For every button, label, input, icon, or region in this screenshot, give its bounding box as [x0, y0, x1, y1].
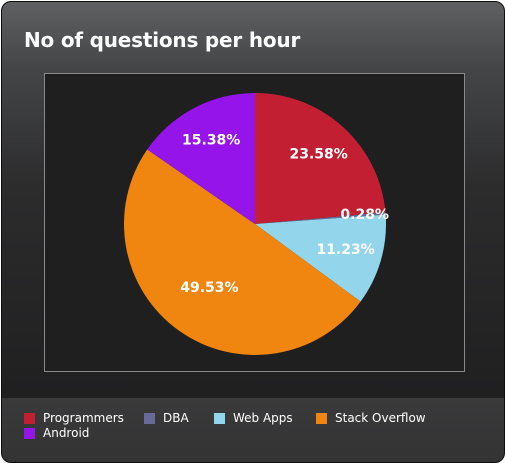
legend-swatch-web-apps — [214, 412, 225, 424]
legend-item-android[interactable]: Android — [24, 426, 89, 440]
slice-label-android: 15.38% — [182, 132, 240, 148]
legend: Programmers DBA Web Apps Stack Overflow … — [2, 398, 504, 462]
legend-item-web-apps[interactable]: Web Apps — [214, 411, 293, 425]
legend-item-programmers[interactable]: Programmers — [24, 411, 124, 425]
pie-chart: 23.58% 0.28% 11.23% 49.53% 15.38% — [123, 93, 389, 356]
legend-label-android: Android — [43, 426, 90, 440]
pie-slice-dba[interactable] — [255, 212, 386, 224]
legend-item-dba[interactable]: DBA — [144, 411, 189, 425]
pie-slice-stack-overflow[interactable] — [123, 149, 361, 356]
legend-swatch-android — [24, 427, 35, 439]
legend-label-stack-overflow: Stack Overflow — [335, 411, 426, 425]
slice-label-programmers: 23.58% — [289, 146, 347, 162]
legend-label-programmers: Programmers — [43, 411, 124, 425]
legend-label-dba: DBA — [163, 411, 189, 425]
slice-label-dba: 0.28% — [340, 207, 389, 223]
legend-swatch-programmers — [24, 412, 35, 424]
chart-title: No of questions per hour — [24, 28, 301, 52]
plot-area: 23.58% 0.28% 11.23% 49.53% 15.38% — [44, 73, 465, 372]
pie-slice-web-apps[interactable] — [255, 214, 386, 302]
legend-swatch-dba — [144, 412, 155, 424]
slice-label-web-apps: 11.23% — [316, 242, 374, 258]
pie-slice-android[interactable] — [147, 93, 255, 224]
legend-label-web-apps: Web Apps — [233, 411, 293, 425]
slice-label-stack-overflow: 49.53% — [180, 280, 238, 296]
pie-slice-programmers[interactable] — [255, 93, 386, 224]
legend-item-stack-overflow[interactable]: Stack Overflow — [316, 411, 426, 425]
legend-swatch-stack-overflow — [316, 412, 327, 424]
